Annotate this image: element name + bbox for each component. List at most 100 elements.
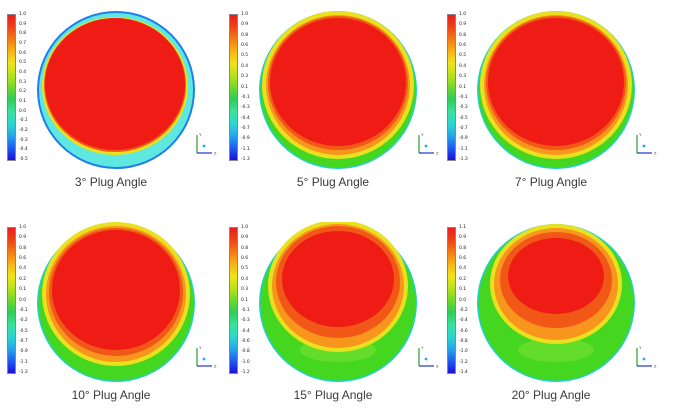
core-region bbox=[488, 18, 624, 146]
legend-tick-label: -0.5 bbox=[19, 328, 28, 334]
legend-tick-label: 0.4 bbox=[459, 63, 467, 69]
legend-tick-label: -0.3 bbox=[241, 318, 250, 324]
z-axis-label: Z bbox=[654, 364, 657, 369]
color-legend-bar bbox=[7, 227, 16, 374]
contour-panel: 1.0 0.9 0.8 0.6 0.5 0.4 0.3 0.1 -0.1 -0.3 -0.4 -0.7… bbox=[222, 5, 444, 205]
legend-tick-label: -0.1 bbox=[241, 94, 250, 100]
y-axis-label: Y bbox=[639, 345, 642, 350]
legend-tick-label: 0.6 bbox=[459, 256, 467, 262]
color-legend-bar bbox=[7, 14, 16, 161]
legend-tick-label: 0.1 bbox=[19, 287, 27, 293]
color-legend-ticks: 1.0 0.9 0.8 0.6 0.4 0.2 0.1 0.0 -0.1 -0.2 -0.5 -0.7… bbox=[19, 225, 41, 375]
legend-tick-label: -0.8 bbox=[459, 338, 468, 344]
legend-tick-label: 0.9 bbox=[241, 22, 249, 28]
legend-tick-label: 0.9 bbox=[459, 235, 467, 241]
axis-triad-icon: Y Z bbox=[636, 345, 657, 369]
contour-plot bbox=[259, 11, 417, 169]
legend-tick-label: -1.1 bbox=[19, 359, 28, 365]
contour-plot bbox=[477, 11, 635, 169]
axis-triad-icon: Y Z bbox=[196, 132, 217, 156]
legend-tick-label: 0.3 bbox=[19, 79, 27, 85]
legend-tick-label: -0.9 bbox=[459, 136, 468, 142]
color-legend-bar bbox=[447, 227, 456, 374]
core-region bbox=[282, 231, 394, 327]
wake-region bbox=[518, 338, 594, 362]
y-axis-label: Y bbox=[199, 345, 202, 350]
legend-tick-label: 0.8 bbox=[241, 245, 249, 251]
contour-panel: 1.0 0.9 0.8 0.7 0.6 0.5 0.4 0.3 0.2 0.1 0.0 -0.1 -0.… bbox=[0, 5, 222, 205]
panel-caption: 5° Plug Angle bbox=[296, 175, 370, 189]
color-legend-bar bbox=[229, 14, 238, 161]
legend-tick-label: 0.9 bbox=[19, 235, 27, 241]
core-region bbox=[508, 238, 604, 314]
legend-tick-label: 0.8 bbox=[19, 245, 27, 251]
legend-tick-label: -0.7 bbox=[459, 125, 468, 131]
legend-tick-label: 0.7 bbox=[19, 41, 27, 46]
legend-tick-label: 0.1 bbox=[19, 99, 27, 104]
legend-tick-label: 1.0 bbox=[241, 225, 249, 230]
legend-tick-label: 0.0 bbox=[19, 108, 27, 114]
z-axis-label: Z bbox=[214, 151, 217, 156]
axis-triad-icon: Y Z bbox=[418, 132, 439, 156]
origin-marker bbox=[642, 144, 646, 148]
legend-tick-label: -0.6 bbox=[241, 338, 250, 344]
legend-tick-label: -0.8 bbox=[241, 349, 250, 355]
origin-marker bbox=[202, 357, 206, 361]
legend-tick-label: 0.6 bbox=[19, 50, 27, 56]
axis-triad-icon: Y Z bbox=[636, 132, 657, 156]
legend-tick-label: -0.1 bbox=[19, 307, 28, 313]
legend-tick-label: -0.7 bbox=[241, 125, 250, 131]
y-axis-label: Y bbox=[421, 345, 424, 350]
contour-plot bbox=[259, 222, 417, 382]
z-axis-label: Z bbox=[436, 364, 439, 369]
legend-tick-label: 1.0 bbox=[19, 225, 27, 230]
legend-tick-label: 1.0 bbox=[241, 12, 249, 17]
color-legend-ticks: 1.0 0.9 0.8 0.6 0.5 0.4 0.3 0.1 -0.1 -0.3 -0.4 -0.7… bbox=[241, 12, 263, 162]
contour-plot bbox=[477, 224, 635, 382]
core-region bbox=[52, 230, 180, 350]
legend-tick-label: 0.5 bbox=[241, 53, 249, 59]
legend-tick-label: -1.3 bbox=[241, 157, 250, 162]
legend-tick-label: -0.1 bbox=[241, 307, 250, 313]
legend-tick-label: -1.2 bbox=[241, 370, 250, 375]
legend-tick-label: 0.4 bbox=[19, 70, 27, 75]
legend-tick-label: 0.6 bbox=[19, 256, 27, 262]
legend-tick-label: -0.4 bbox=[19, 147, 28, 153]
origin-marker bbox=[642, 357, 646, 361]
legend-tick-label: 1.1 bbox=[459, 225, 467, 230]
y-axis-label: Y bbox=[421, 132, 424, 137]
legend-tick-label: -0.5 bbox=[459, 115, 468, 121]
legend-tick-label: 0.3 bbox=[459, 74, 467, 80]
core-region bbox=[270, 18, 406, 146]
contour-plot bbox=[37, 222, 195, 382]
legend-tick-label: -1.0 bbox=[459, 349, 468, 355]
legend-tick-label: -0.9 bbox=[19, 349, 28, 355]
legend-tick-label: -0.4 bbox=[459, 318, 468, 324]
legend-tick-label: -1.1 bbox=[241, 146, 250, 152]
legend-tick-label: -1.0 bbox=[241, 359, 250, 365]
legend-tick-label: 0.9 bbox=[459, 22, 467, 28]
legend-tick-label: -1.3 bbox=[459, 157, 468, 162]
legend-tick-label: -0.1 bbox=[459, 94, 468, 100]
legend-tick-label: 0.2 bbox=[19, 89, 27, 95]
legend-tick-label: -0.2 bbox=[19, 128, 28, 133]
legend-tick-label: 1.0 bbox=[19, 12, 27, 17]
legend-tick-label: -0.9 bbox=[241, 136, 250, 142]
legend-tick-label: 0.6 bbox=[459, 43, 467, 49]
z-axis-label: Z bbox=[436, 151, 439, 156]
legend-tick-label: 0.3 bbox=[241, 287, 249, 293]
legend-tick-label: 0.3 bbox=[241, 74, 249, 80]
legend-tick-label: -0.5 bbox=[19, 157, 28, 162]
legend-tick-label: 0.5 bbox=[241, 266, 249, 272]
axis-triad-icon: Y Z bbox=[196, 345, 217, 369]
legend-tick-label: 0.6 bbox=[241, 43, 249, 49]
contour-panel: 1.0 0.9 0.8 0.6 0.4 0.2 0.1 0.0 -0.1 -0.2 -0.5 -0.7… bbox=[0, 218, 222, 418]
legend-tick-label: 0.8 bbox=[459, 245, 467, 251]
panel-caption: 7° Plug Angle bbox=[514, 175, 588, 189]
legend-tick-label: 0.9 bbox=[241, 235, 249, 241]
legend-tick-label: -0.2 bbox=[459, 307, 468, 313]
contour-plot bbox=[37, 11, 195, 169]
legend-tick-label: -0.4 bbox=[241, 115, 250, 121]
legend-tick-label: 1.0 bbox=[459, 12, 467, 17]
core-region bbox=[45, 18, 185, 150]
